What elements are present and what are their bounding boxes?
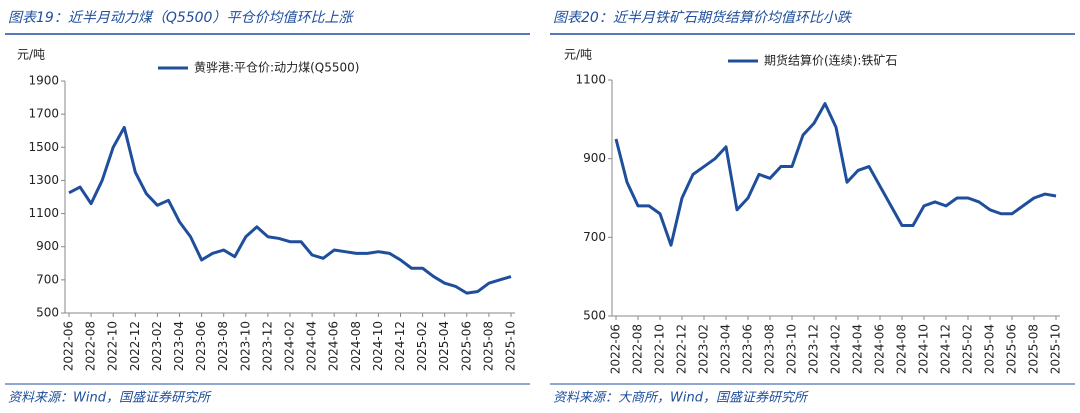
y-unit: 元/吨 — [564, 48, 592, 62]
legend-label: 黄骅港:平仓价:动力煤(Q5500) — [194, 61, 359, 75]
y-tick-label: 1500 — [28, 140, 59, 154]
x-tick-label: 2025-08 — [1027, 324, 1041, 374]
x-tick-label: 2023-12 — [807, 324, 821, 374]
x-tick-label: 2024-10 — [371, 321, 385, 371]
y-tick-label: 900 — [36, 239, 59, 253]
series-line — [68, 125, 512, 295]
y-tick-label: 1100 — [28, 206, 59, 220]
x-tick-label: 2024-04 — [851, 324, 865, 374]
x-tick-label: 2023-02 — [697, 324, 711, 374]
series-line — [614, 102, 1057, 247]
y-tick-label: 1100 — [575, 73, 606, 87]
y-tick-label: 700 — [36, 272, 59, 286]
x-tick-label: 2024-02 — [283, 321, 297, 371]
x-tick-label: 2022-12 — [128, 321, 142, 371]
x-tick-label: 2023-02 — [150, 321, 164, 371]
x-tick-label: 2023-04 — [172, 321, 186, 371]
x-tick-label: 2022-10 — [653, 324, 667, 374]
x-tick-label: 2022-08 — [631, 324, 645, 374]
y-tick-label: 1900 — [28, 74, 59, 88]
x-tick-label: 2022-06 — [609, 324, 623, 374]
x-tick-label: 2024-06 — [873, 324, 887, 374]
x-tick-label: 2023-08 — [216, 321, 230, 371]
source-note: 资料来源：大商所，Wind，国盛证券研究所 — [553, 390, 809, 406]
chart-title: 图表19：近半月动力煤（Q5500）平仓价均值环比上涨 — [8, 10, 354, 26]
chart-title: 图表20：近半月铁矿石期货结算价均值环比小跌 — [553, 10, 853, 26]
x-tick-label: 2024-04 — [305, 321, 319, 371]
x-tick-label: 2025-06 — [459, 321, 473, 371]
x-tick-label: 2022-06 — [62, 321, 76, 371]
y-tick-label: 1300 — [28, 173, 59, 187]
x-tick-label: 2023-06 — [741, 324, 755, 374]
x-tick-label: 2024-12 — [393, 321, 407, 371]
x-tick-label: 2025-04 — [983, 324, 997, 374]
x-tick-label: 2024-12 — [939, 324, 953, 374]
x-tick-label: 2025-02 — [961, 324, 975, 374]
y-tick-label: 500 — [583, 309, 606, 323]
x-tick-label: 2025-02 — [415, 321, 429, 371]
x-tick-label: 2024-06 — [327, 321, 341, 371]
legend-label: 期货结算价(连续):铁矿石 — [764, 53, 897, 68]
x-tick-label: 2023-10 — [785, 324, 799, 374]
x-tick-label: 2024-02 — [829, 324, 843, 374]
x-tick-label: 2024-08 — [349, 321, 363, 371]
y-tick-label: 900 — [583, 151, 606, 165]
x-tick-label: 2024-08 — [895, 324, 909, 374]
x-tick-label: 2023-04 — [719, 324, 733, 374]
y-tick-label: 700 — [583, 230, 606, 244]
x-tick-label: 2025-06 — [1005, 324, 1019, 374]
y-tick-label: 500 — [36, 306, 59, 320]
x-tick-label: 2023-12 — [260, 321, 274, 371]
x-tick-label: 2025-10 — [504, 321, 518, 371]
x-tick-label: 2023-10 — [238, 321, 252, 371]
x-tick-label: 2025-04 — [437, 321, 451, 371]
x-tick-label: 2022-10 — [106, 321, 120, 371]
x-tick-label: 2023-06 — [194, 321, 208, 371]
x-tick-label: 2022-08 — [84, 321, 98, 371]
x-tick-label: 2025-10 — [1049, 324, 1063, 374]
x-tick-label: 2023-08 — [763, 324, 777, 374]
x-tick-label: 2024-10 — [917, 324, 931, 374]
x-tick-label: 2022-12 — [675, 324, 689, 374]
x-tick-label: 2025-08 — [481, 321, 495, 371]
y-tick-label: 1700 — [28, 107, 59, 121]
y-unit: 元/吨 — [17, 48, 45, 62]
source-note: 资料来源：Wind，国盛证券研究所 — [8, 390, 212, 406]
